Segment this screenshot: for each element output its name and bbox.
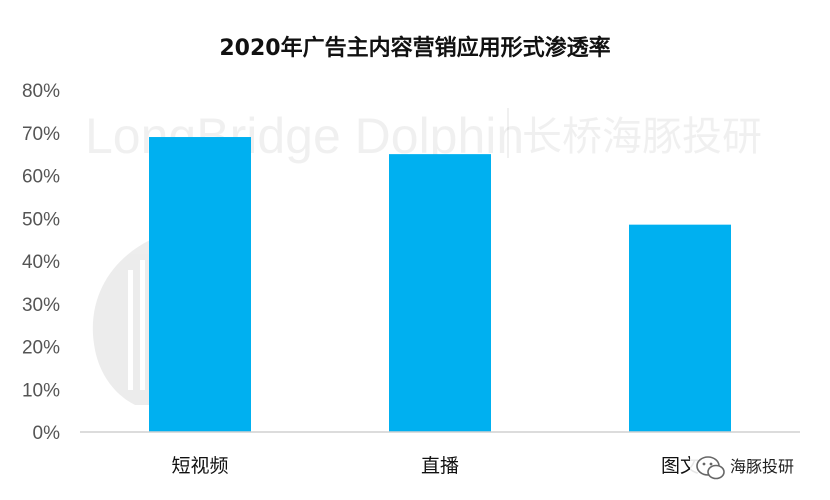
y-tick-label: 40% (22, 252, 60, 273)
category-label: 短视频 (171, 455, 228, 477)
y-tick-label: 80% (22, 81, 60, 102)
y-tick-label: 10% (22, 380, 60, 401)
x-axis: 短视频 直播 图文 (171, 455, 699, 477)
y-tick-label: 30% (22, 295, 60, 316)
wechat-icon (696, 456, 725, 480)
y-tick-label: 50% (22, 209, 60, 230)
y-tick-label: 60% (22, 167, 60, 188)
category-label: 图文 (661, 455, 699, 477)
y-axis: 0% 10% 20% 30% 40% 50% 60% 70% 80% (22, 81, 60, 444)
category-label: 直播 (421, 455, 459, 477)
y-tick-label: 70% (22, 124, 60, 145)
source-badge: 海豚投研 (690, 450, 815, 484)
bar (389, 154, 491, 432)
y-tick-label: 20% (22, 338, 60, 359)
bar (149, 137, 251, 432)
y-tick-label: 0% (33, 423, 61, 444)
chart-title: 2020年广告主内容营销应用形式渗透率 (219, 35, 610, 61)
bar (629, 224, 731, 432)
watermark-text-cn: 长桥海豚投研 (522, 114, 762, 160)
bars (149, 137, 731, 432)
badge-text: 海豚投研 (730, 457, 794, 476)
watermark-logo-icon (92, 240, 160, 405)
